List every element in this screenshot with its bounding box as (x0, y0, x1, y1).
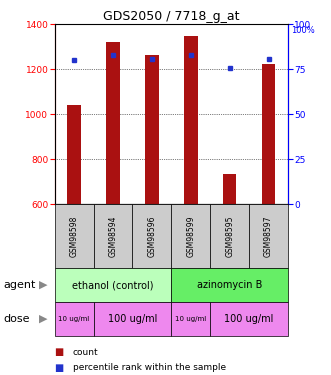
Bar (262, 64, 275, 204)
Text: GSM98594: GSM98594 (109, 216, 118, 257)
Bar (67, 105, 81, 204)
Text: ■: ■ (55, 348, 64, 357)
Bar (93, 204, 132, 268)
Text: 100 ug/ml: 100 ug/ml (224, 314, 274, 324)
Text: GSM98596: GSM98596 (147, 216, 156, 257)
Bar (145, 55, 159, 204)
Text: ▶: ▶ (39, 314, 47, 324)
Bar (223, 174, 236, 204)
Text: GSM98599: GSM98599 (186, 216, 195, 257)
Bar (171, 204, 210, 268)
Text: ■: ■ (55, 363, 64, 372)
Bar (106, 42, 120, 204)
Bar (249, 204, 288, 268)
Text: percentile rank within the sample: percentile rank within the sample (73, 363, 226, 372)
Bar (171, 302, 210, 336)
Bar (93, 302, 171, 336)
Text: count: count (73, 348, 98, 357)
Text: 100 ug/ml: 100 ug/ml (108, 314, 157, 324)
Text: 10 ug/ml: 10 ug/ml (175, 316, 206, 322)
Text: 100%: 100% (291, 26, 315, 35)
Text: ▶: ▶ (39, 280, 47, 290)
Text: agent: agent (3, 280, 36, 290)
Bar (55, 268, 171, 302)
Title: GDS2050 / 7718_g_at: GDS2050 / 7718_g_at (103, 10, 240, 23)
Bar (171, 268, 288, 302)
Text: GSM98597: GSM98597 (264, 216, 273, 257)
Text: azinomycin B: azinomycin B (197, 280, 262, 290)
Bar (210, 204, 249, 268)
Text: GSM98598: GSM98598 (70, 216, 78, 257)
Bar (184, 36, 198, 204)
Bar (55, 302, 93, 336)
Text: 10 ug/ml: 10 ug/ml (59, 316, 90, 322)
Text: ethanol (control): ethanol (control) (72, 280, 154, 290)
Bar (55, 204, 93, 268)
Bar (210, 302, 288, 336)
Bar (132, 204, 171, 268)
Text: dose: dose (3, 314, 30, 324)
Text: GSM98595: GSM98595 (225, 216, 234, 257)
